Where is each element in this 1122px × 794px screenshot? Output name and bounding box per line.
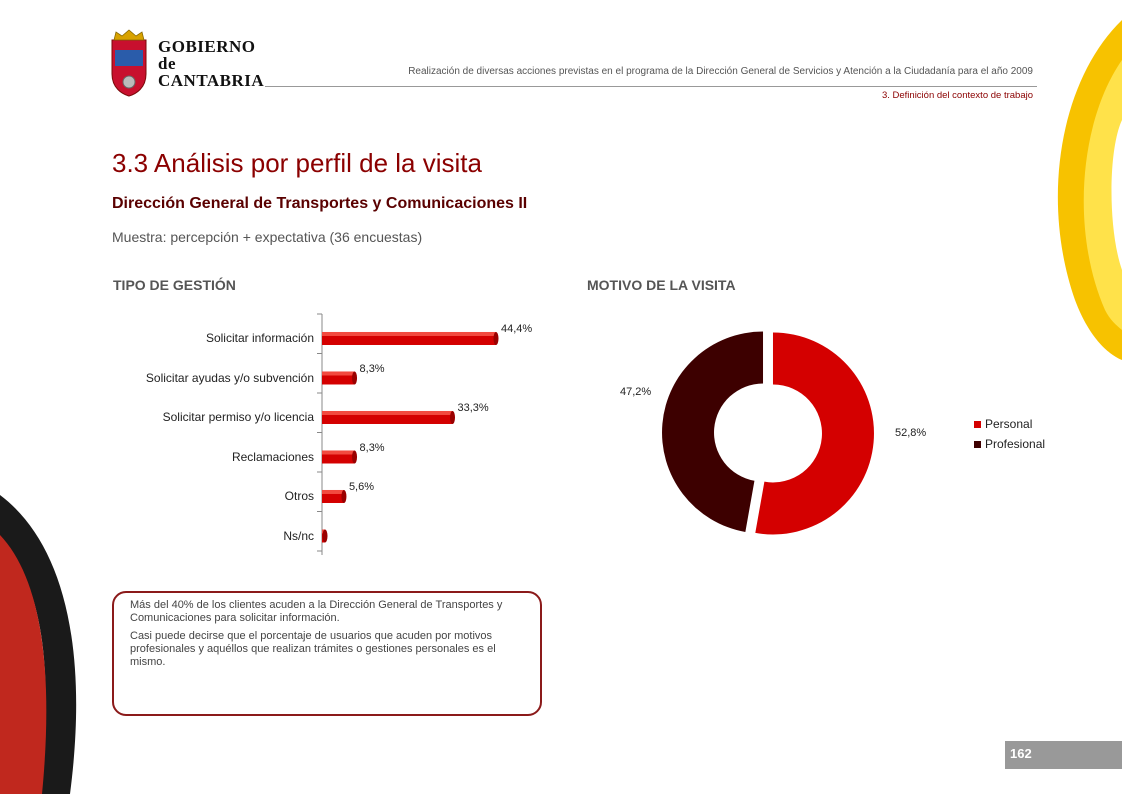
bar-category-label: Solicitar ayudas y/o subvención [145, 370, 314, 385]
bar-chart-title: TIPO DE GESTIÓN [113, 277, 236, 293]
bar-cap [322, 529, 328, 543]
sample-description: Muestra: percepción + expectativa (36 en… [112, 229, 423, 245]
conclusion-paragraph-2: Casi puede decirse que el porcentaje de … [130, 630, 496, 668]
page-number: 162 [1010, 746, 1032, 761]
bar-data-label: 5,6% [348, 481, 375, 494]
donut-label-personal: 52,8% [895, 427, 927, 439]
donut-slice-personal [755, 332, 874, 535]
bar-cap [341, 489, 347, 503]
bar-highlight [322, 331, 496, 336]
bar-highlight [322, 371, 355, 376]
legend-label-profesional: Profesional [985, 437, 1046, 451]
bar [322, 450, 358, 464]
section-reference: 3. Definición del contexto de trabajo [881, 90, 1033, 101]
page-number-bar [1005, 741, 1122, 769]
donut-chart-title: MOTIVO DE LA VISITA [587, 277, 736, 293]
bar-data-label: 8,3% [359, 362, 385, 375]
header-divider [265, 86, 1037, 87]
bar-data-label: 8,3% [359, 441, 385, 454]
red-swirl-decoration [0, 535, 47, 794]
bar-data-label: 44,4% [501, 323, 533, 336]
bar-cap [352, 371, 358, 385]
bar-highlight [322, 410, 453, 415]
bar-cap [450, 410, 455, 424]
logo-line-2: de [158, 54, 176, 73]
logo-line-1: GOBIERNO [158, 37, 256, 56]
bar-highlight [322, 450, 355, 455]
bar [322, 331, 499, 345]
bar-category-label: Solicitar información [205, 331, 314, 346]
bar-highlight [322, 489, 344, 494]
bar-cap [493, 331, 499, 345]
yellow-swirl-inner-decoration [1083, 60, 1122, 330]
page-subtitle: Dirección General de Transportes y Comun… [112, 195, 528, 212]
coat-of-arms-icon [111, 29, 147, 97]
donut-legend: Personal Profesional [974, 417, 1045, 451]
page-title: 3.3 Análisis por perfil de la visita [112, 148, 482, 178]
bar-category-label: Reclamaciones [231, 449, 314, 464]
legend-label-personal: Personal [985, 417, 1033, 431]
conclusion-paragraph-1: Más del 40% de los clientes acuden a la … [130, 599, 503, 624]
conclusion-box: Más del 40% de los clientes acuden a la … [112, 591, 542, 716]
bar-cap [352, 450, 358, 464]
logo-wordmark: GOBIERNO de CANTABRIA [158, 38, 264, 89]
legend-item-personal: Personal [974, 417, 1045, 431]
legend-item-profesional: Profesional [974, 437, 1045, 451]
legend-swatch-profesional [974, 440, 981, 448]
header-text: Realización de diversas acciones previst… [408, 66, 1033, 77]
bar-data-label: 33,3% [457, 402, 489, 415]
legend-swatch-personal [974, 420, 981, 428]
donut-label-profesional: 47,2% [620, 386, 652, 398]
logo-line-3: CANTABRIA [158, 71, 265, 90]
bar [322, 489, 347, 503]
bar [322, 529, 328, 543]
black-swirl-decoration [0, 495, 77, 794]
donut-slice-profesional [662, 331, 764, 533]
donut-chart [662, 331, 874, 535]
bar-category-label: Solicitar permiso y/o licencia [162, 410, 314, 425]
bar-chart [317, 313, 499, 555]
bar-category-label: Otros [284, 489, 314, 504]
bar-category-label: Ns/nc [283, 528, 314, 543]
bar [322, 371, 358, 385]
bar [322, 410, 455, 424]
